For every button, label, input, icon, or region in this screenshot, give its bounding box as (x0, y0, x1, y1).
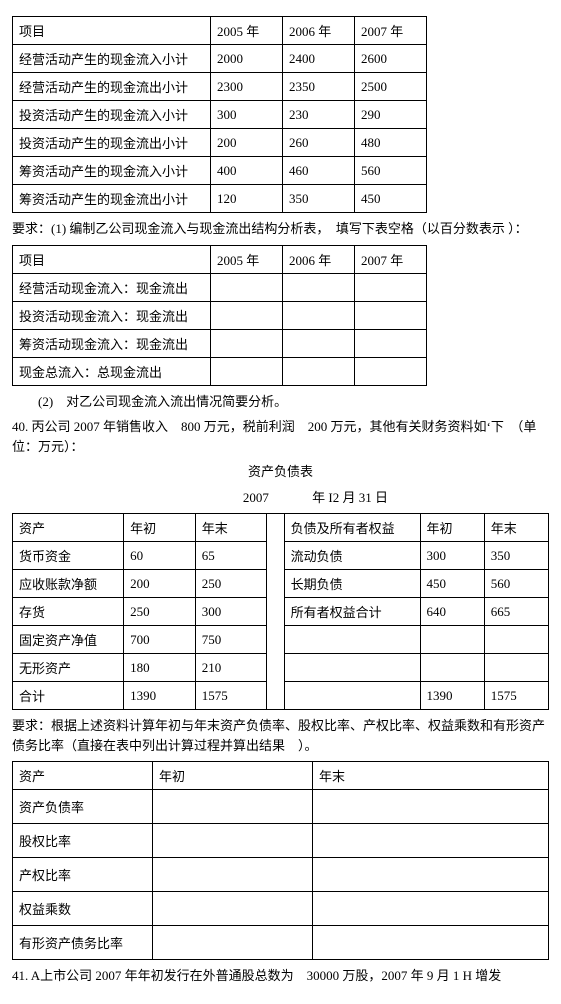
requirement-2: (2) 对乙公司现金流入流出情况简要分析。 (12, 392, 549, 412)
th-2007: 2007 年 (355, 17, 427, 45)
th-2006: 2006 年 (283, 17, 355, 45)
balance-sheet-title: 资产负债表 (12, 462, 549, 482)
ratio-table: 资产 年初 年末 资产负债率 股权比率 产权比率 权益乘数 有形资产债务比率 (12, 761, 549, 960)
question-40: 40. 丙公司 2007 年销售收入 800 万元，税前利润 200 万元，其他… (12, 417, 549, 456)
question-41: 41. A上市公司 2007 年年初发行在外普通股总数为 30000 万股，20… (12, 966, 549, 986)
requirement-1: 要求：(1) 编制乙公司现金流入与现金流出结构分析表， 填写下表空格（以百分数表… (12, 219, 549, 239)
th-item: 项目 (13, 17, 211, 45)
balance-sheet-date: 2007 年 I2 月 31 日 (12, 488, 549, 508)
th-2005: 2005 年 (211, 17, 283, 45)
balance-sheet-table: 资产 年初 年末 负债及所有者权益 年初 年末 货币资金6065流动负债3003… (12, 513, 549, 710)
analysis-table: 项目 2005 年 2006 年 2007 年 经营活动现金流入：现金流出 投资… (12, 245, 427, 386)
requirement-3: 要求：根据上述资料计算年初与年末资产负债率、股权比率、产权比率、权益乘数和有形资… (12, 716, 549, 755)
cash-flow-table: 项目 2005 年 2006 年 2007 年 经营活动产生的现金流入小计200… (12, 16, 427, 213)
